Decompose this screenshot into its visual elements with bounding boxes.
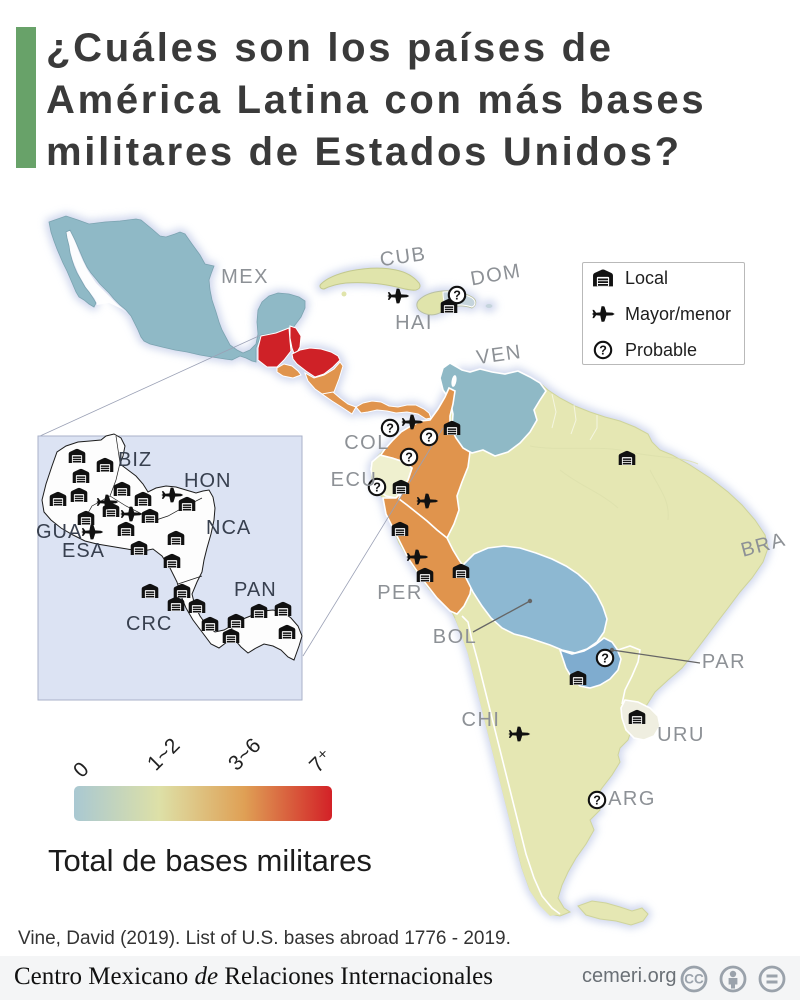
svg-text:BOL: BOL <box>433 626 478 648</box>
svg-text:CC: CC <box>684 972 704 987</box>
svg-text:ARG: ARG <box>608 788 656 810</box>
svg-text:BIZ: BIZ <box>118 449 152 471</box>
svg-text:GUA: GUA <box>36 521 82 543</box>
svg-text:CUB: CUB <box>378 243 427 271</box>
svg-text:PAN: PAN <box>234 579 277 601</box>
svg-text:CRC: CRC <box>126 613 172 635</box>
svg-text:ECU: ECU <box>331 469 378 491</box>
svg-text:HAI: HAI <box>395 312 433 334</box>
svg-text:VEN: VEN <box>475 341 523 369</box>
svg-text:?: ? <box>599 344 607 358</box>
svg-text:ESA: ESA <box>62 540 105 562</box>
svg-text:URU: URU <box>657 724 705 746</box>
svg-text:CHI: CHI <box>462 709 501 731</box>
svg-text:HON: HON <box>184 470 231 492</box>
svg-text:NCA: NCA <box>206 517 251 539</box>
svg-text:PAR: PAR <box>702 651 746 673</box>
svg-text:DOM: DOM <box>469 260 523 291</box>
svg-text:PER: PER <box>377 582 423 604</box>
svg-text:COL: COL <box>344 432 390 454</box>
svg-text:MEX: MEX <box>221 266 269 288</box>
